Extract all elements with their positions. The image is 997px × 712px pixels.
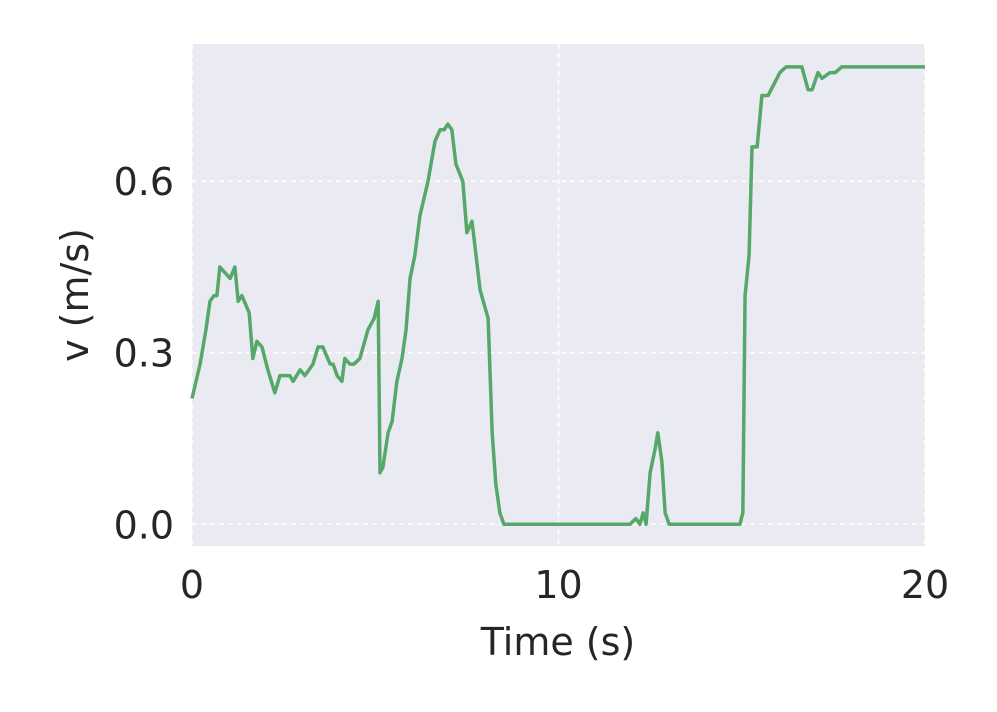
x-tick-label: 10: [534, 563, 582, 607]
x-tick-label: 0: [180, 563, 204, 607]
x-tick-label: 20: [901, 563, 949, 607]
y-tick-label: 0.6: [114, 160, 174, 204]
y-tick-label: 0.0: [114, 503, 174, 547]
y-tick-label: 0.3: [114, 332, 174, 376]
x-axis-label: Time (s): [480, 620, 636, 664]
line-series: [190, 65, 925, 527]
y-axis-label: v (m/s): [53, 228, 97, 362]
